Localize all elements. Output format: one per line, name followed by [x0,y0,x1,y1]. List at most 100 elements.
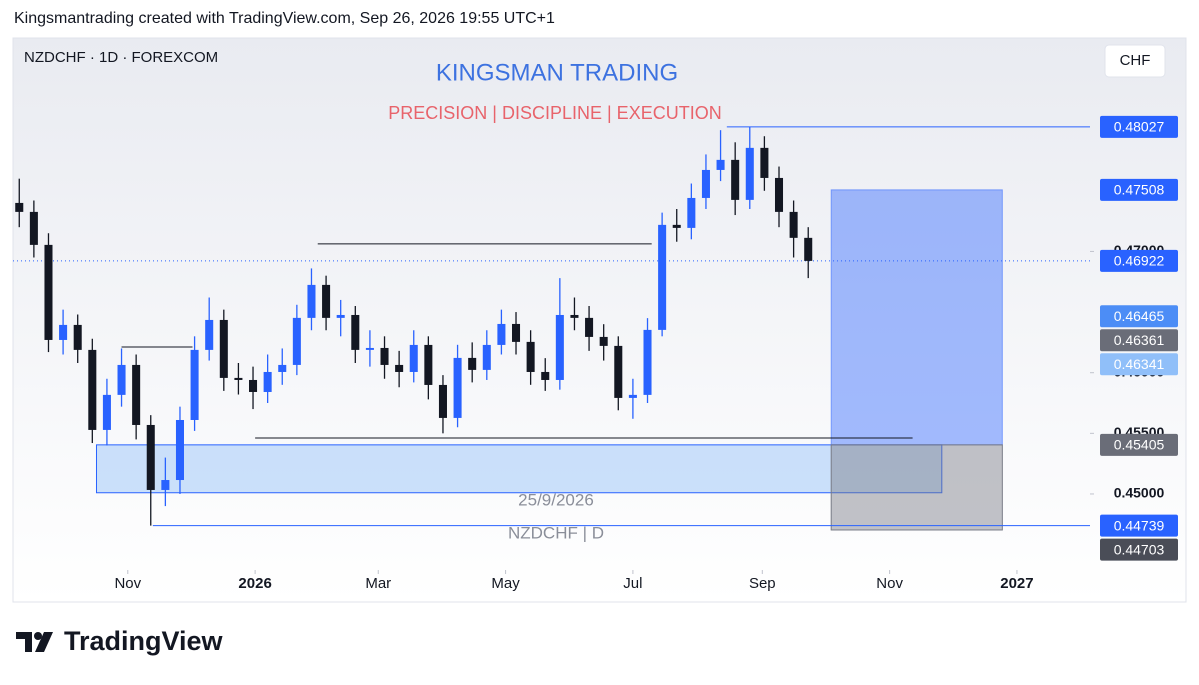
x-tick-label: Jul [623,575,642,592]
price-badge [1100,353,1178,376]
candle-body [789,211,798,238]
candle-body [731,159,740,200]
price-badge [1100,329,1178,352]
candle-body [190,349,199,420]
candle-body [88,349,97,430]
candle-body [555,314,564,380]
price-badge-label: 0.45405 [1114,437,1165,453]
price-badge [1100,305,1178,328]
price-badge [1100,178,1178,201]
price-badge-label: 0.46341 [1114,356,1165,372]
candle-body [73,324,82,350]
candle-body [365,347,374,350]
x-tick-label: May [491,575,520,592]
candle-body [424,344,433,385]
price-badge [1100,514,1178,537]
logo: TradingView [16,626,224,656]
position-stop [830,444,1003,531]
currency[interactable]: CHF [1120,52,1151,69]
logo-icon [16,632,32,652]
candle-body [161,480,170,490]
candle-body [497,323,506,345]
x-tick-label: 2026 [238,575,271,592]
price-badge-label: 0.46361 [1114,332,1165,348]
candle-body [614,345,623,398]
candle-body [219,319,228,378]
candle-body [701,169,710,198]
x-tick-label: Nov [114,575,141,592]
candle-body [307,284,316,318]
candle-body [395,364,404,372]
candle-body [29,211,38,245]
candle-body [132,364,141,425]
x-tick-label: Nov [876,575,903,592]
candle-body [468,357,477,370]
candle-body [541,371,550,380]
candle-body [438,384,447,418]
candle-body [59,324,68,340]
candle-body [292,317,301,365]
price-badge-label: 0.46465 [1114,308,1165,324]
candle-body [760,147,769,178]
candle-body [263,371,272,392]
candle-body [44,244,53,340]
candle-body [351,314,360,350]
candle-body [687,197,696,228]
candle-body [409,344,418,372]
candle-body [804,237,813,261]
candle-body [278,364,287,372]
candle-body [102,394,111,430]
candle-body [599,336,608,346]
watermark-date: 25/9/2026 [518,490,594,509]
candle-body [117,364,126,395]
candle-body [175,419,184,481]
currency-button[interactable] [1104,44,1166,78]
candle-body [205,319,214,350]
logo-icon [35,632,53,652]
logo-icon [34,632,42,640]
chart-title: KINGSMAN TRADING [436,59,678,86]
credit: Kingsmantrading created with TradingView… [14,10,555,27]
symbol: NZDCHF · 1D · FOREXCOM [24,49,218,66]
candle-body [672,224,681,228]
candle-body [716,159,725,170]
price-badge-label: 0.48027 [1114,119,1165,135]
watermark-symbol: NZDCHF | D [508,523,604,542]
candle-body [526,341,535,372]
demand-zone [95,444,943,494]
logo-text: TradingView [64,626,224,656]
candle-body [380,347,389,365]
candle-body [511,323,521,342]
candle-body [336,314,345,318]
price-badge [1100,115,1178,138]
candle-body [146,424,155,490]
price-badge-label: 0.46922 [1114,253,1165,269]
candle-body [249,379,258,392]
candle-body [745,147,754,200]
candle-body [482,344,491,370]
candle-body [234,377,243,380]
candle-body [585,317,594,337]
candle-body [453,357,462,418]
candle-body [628,394,637,398]
candle-body [570,314,579,318]
x-tick-label: Sep [749,575,776,592]
price-badge-label: 0.44703 [1114,541,1165,557]
candle-body [774,177,784,212]
x-tick-label: 2027 [1000,575,1033,592]
price-badge-label: 0.47508 [1114,182,1165,198]
candle-body [658,224,667,330]
price-badge [1100,433,1178,456]
x-tick-label: Mar [365,575,391,592]
candle-body [322,284,331,318]
price-badge [1100,538,1178,561]
candle-body [15,202,24,212]
position-target [830,189,1003,446]
price-badge [1100,249,1178,272]
subtitle: PRECISION | DISCIPLINE | EXECUTION [388,103,721,123]
y-tick-label: 0.45000 [1114,485,1165,501]
candle-body [643,329,652,395]
price-badge-label: 0.44739 [1114,517,1165,533]
